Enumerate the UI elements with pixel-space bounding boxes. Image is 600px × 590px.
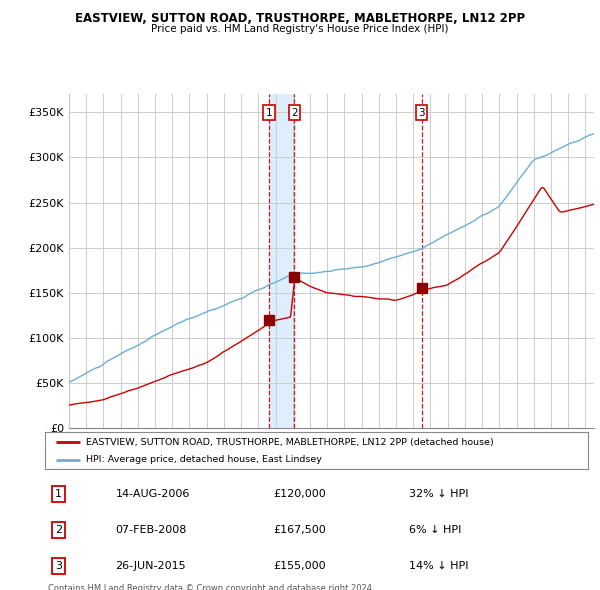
Text: 07-FEB-2008: 07-FEB-2008 <box>116 525 187 535</box>
Text: £167,500: £167,500 <box>273 525 326 535</box>
Text: 3: 3 <box>418 108 425 118</box>
Bar <box>269 94 295 428</box>
Text: 1: 1 <box>266 108 272 118</box>
Text: EASTVIEW, SUTTON ROAD, TRUSTHORPE, MABLETHORPE, LN12 2PP: EASTVIEW, SUTTON ROAD, TRUSTHORPE, MABLE… <box>75 12 525 25</box>
Text: 14% ↓ HPI: 14% ↓ HPI <box>409 561 469 571</box>
Text: 32% ↓ HPI: 32% ↓ HPI <box>409 489 469 499</box>
Text: HPI: Average price, detached house, East Lindsey: HPI: Average price, detached house, East… <box>86 455 322 464</box>
Text: Contains HM Land Registry data © Crown copyright and database right 2024.
This d: Contains HM Land Registry data © Crown c… <box>48 584 374 590</box>
Text: 14-AUG-2006: 14-AUG-2006 <box>116 489 190 499</box>
Text: EASTVIEW, SUTTON ROAD, TRUSTHORPE, MABLETHORPE, LN12 2PP (detached house): EASTVIEW, SUTTON ROAD, TRUSTHORPE, MABLE… <box>86 438 493 447</box>
Text: 2: 2 <box>291 108 298 118</box>
Text: Price paid vs. HM Land Registry's House Price Index (HPI): Price paid vs. HM Land Registry's House … <box>151 24 449 34</box>
Text: 1: 1 <box>55 489 62 499</box>
Text: 3: 3 <box>55 561 62 571</box>
Text: 26-JUN-2015: 26-JUN-2015 <box>116 561 186 571</box>
Text: 6% ↓ HPI: 6% ↓ HPI <box>409 525 461 535</box>
Text: £120,000: £120,000 <box>273 489 326 499</box>
Text: £155,000: £155,000 <box>273 561 326 571</box>
Text: 2: 2 <box>55 525 62 535</box>
